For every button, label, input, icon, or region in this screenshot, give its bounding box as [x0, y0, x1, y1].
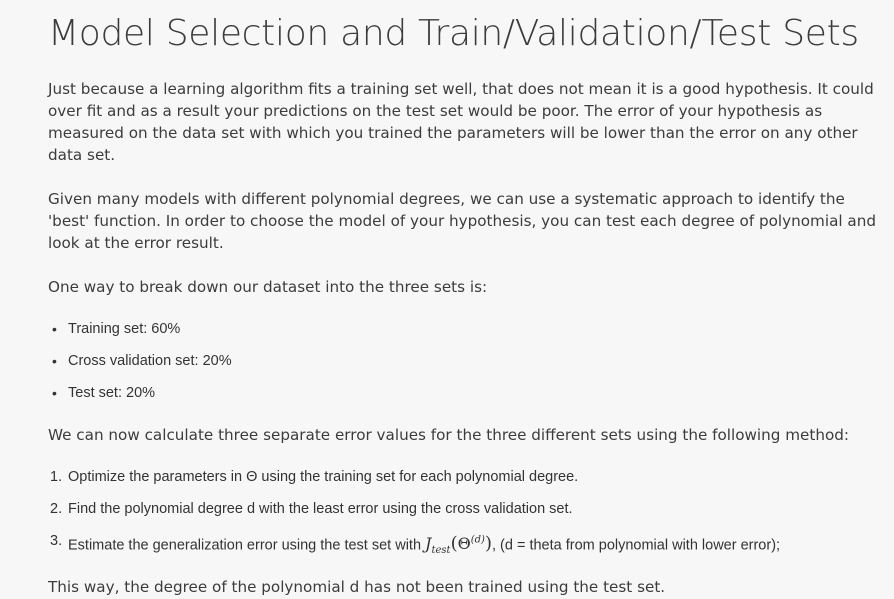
- breakdown-paragraph: One way to break down our dataset into t…: [48, 278, 488, 296]
- test-error-formula: Jtest(Θ(d)): [425, 533, 492, 556]
- step-number: 3.: [50, 533, 63, 549]
- conclusion-paragraph: This way, the degree of the polynomial d…: [48, 578, 666, 596]
- formula-theta: Θ: [457, 534, 471, 554]
- formula-superscript: (d): [470, 535, 485, 546]
- bullet-icon: •: [52, 385, 57, 401]
- step-3-suffix: , (d = theta from polynomial with lower …: [491, 537, 781, 554]
- split-item-cross-validation: Cross validation set: 20%: [68, 353, 232, 369]
- dataset-split-list: • Training set: 60% • Cross validation s…: [48, 318, 894, 414]
- step-2-text: Find the polynomial degree d with the le…: [68, 501, 573, 517]
- bullet-icon: •: [52, 321, 57, 337]
- step-number: 1.: [50, 469, 63, 485]
- bullet-icon: •: [52, 353, 57, 369]
- formula-j: J: [425, 534, 432, 554]
- list-item: • Cross validation set: 20%: [48, 350, 894, 382]
- step-1-text: Optimize the parameters in Θ using the t…: [68, 469, 579, 485]
- list-item: • Training set: 60%: [48, 318, 894, 350]
- step-number: 2.: [50, 501, 63, 517]
- list-item: 1. Optimize the parameters in Θ using th…: [48, 466, 894, 498]
- formula-subscript: test: [431, 545, 451, 557]
- list-item: 2. Find the polynomial degree d with the…: [48, 498, 894, 530]
- split-item-test: Test set: 20%: [68, 385, 156, 401]
- models-paragraph: Given many models with different polynom…: [48, 190, 876, 252]
- formula-open-paren: (: [450, 533, 458, 555]
- calculate-paragraph: We can now calculate three separate erro…: [48, 426, 850, 444]
- list-item: • Test set: 20%: [48, 382, 894, 414]
- page-title: Model Selection and Train/Validation/Tes…: [48, 13, 859, 54]
- method-steps-list: 1. Optimize the parameters in Θ using th…: [48, 466, 894, 562]
- formula-close-paren: ): [484, 533, 492, 555]
- step-3-text: Estimate the generalization error using …: [68, 537, 422, 554]
- split-item-training: Training set: 60%: [68, 321, 181, 337]
- intro-paragraph: Just because a learning algorithm fits a…: [48, 80, 874, 164]
- list-item: 3. Estimate the generalization error usi…: [48, 530, 894, 562]
